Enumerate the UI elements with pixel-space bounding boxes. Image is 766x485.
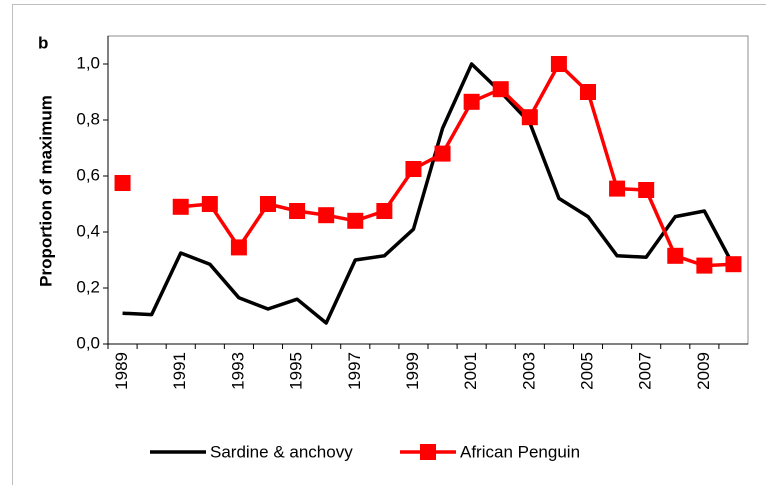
data-point (667, 247, 684, 264)
y-tick-label: 0,2 (76, 277, 100, 296)
data-point (638, 182, 655, 198)
x-tick-label: 2005 (577, 352, 596, 390)
x-tick-label: 1991 (170, 352, 189, 390)
data-point (725, 256, 742, 273)
data-point (318, 207, 335, 224)
data-point (696, 257, 713, 274)
legend-label: African Penguin (460, 442, 580, 461)
data-point (609, 180, 626, 197)
y-tick-label: 0,8 (76, 109, 100, 128)
series-line (122, 62, 735, 325)
frame (12, 4, 766, 485)
data-point (550, 56, 567, 72)
y-tick-label: 1,0 (76, 53, 100, 72)
data-point (492, 81, 509, 98)
legend-marker (420, 444, 436, 460)
x-tick-label: 2003 (519, 352, 538, 390)
data-point (201, 196, 218, 212)
legend-label: Sardine & anchovy (210, 442, 353, 461)
panel-label: b (38, 33, 48, 52)
y-tick-label: 0,0 (76, 333, 100, 352)
x-tick-label: 1999 (403, 352, 422, 390)
x-tick-label: 1995 (287, 352, 306, 390)
data-point (230, 239, 247, 256)
data-point (289, 203, 306, 219)
data-point (434, 145, 451, 162)
x-tick-label: 1993 (228, 352, 247, 390)
x-tick-label: 2007 (636, 352, 655, 390)
data-point (172, 198, 189, 215)
data-point (347, 212, 364, 229)
x-tick-label: 2009 (694, 352, 713, 390)
data-point (463, 93, 480, 110)
data-point (114, 175, 131, 191)
data-point (580, 84, 596, 100)
x-tick-label: 1989 (112, 352, 131, 390)
y-tick-label: 0,4 (76, 221, 100, 240)
x-tick-label: 2001 (461, 352, 480, 390)
data-point (376, 203, 393, 219)
y-tick-label: 0,6 (76, 165, 100, 184)
x-tick-label: 1997 (345, 352, 364, 390)
data-point (521, 109, 538, 126)
data-point (405, 161, 422, 177)
data-point (260, 196, 276, 212)
y-axis-label: Proportion of maximum (36, 95, 55, 287)
